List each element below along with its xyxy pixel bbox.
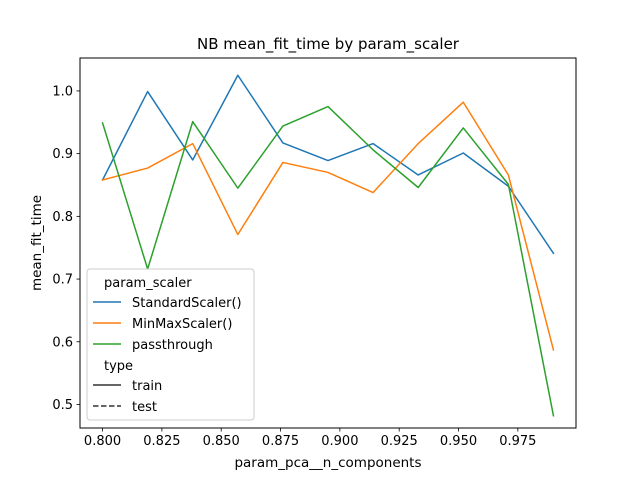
y-axis-label: mean_fit_time (29, 195, 45, 291)
x-tick-label: 0.825 (143, 434, 180, 449)
legend-hue-title: param_scaler (104, 276, 192, 291)
y-tick-label: 0.5 (52, 398, 73, 413)
legend: param_scaler StandardScaler() MinMaxScal… (86, 268, 255, 421)
x-tick-label: 0.950 (440, 434, 477, 449)
legend-entry-minmaxscaler: MinMaxScaler() (132, 317, 232, 332)
series-line-minmaxscaler (101, 101, 555, 351)
legend-frame (86, 268, 255, 421)
y-tick-label: 1.0 (52, 84, 73, 99)
x-axis-label: param_pca__n_components (234, 455, 421, 471)
y-tick-label: 0.6 (52, 335, 73, 350)
x-tick-label: 0.975 (499, 434, 536, 449)
x-tick-label: 0.875 (262, 434, 299, 449)
x-tick-label: 0.925 (381, 434, 418, 449)
x-tick-label: 0.900 (321, 434, 358, 449)
y-axis-ticks: 0.5 0.6 0.7 0.8 0.9 1.0 (52, 84, 80, 413)
x-tick-label: 0.850 (203, 434, 240, 449)
x-axis-ticks: 0.800 0.825 0.850 0.875 0.900 0.925 0.950 0.975 (84, 428, 536, 449)
plot-lines (101, 74, 555, 417)
y-tick-label: 0.8 (52, 210, 73, 225)
y-tick-label: 0.9 (52, 147, 73, 162)
legend-style-title: type (104, 359, 133, 374)
y-tick-label: 0.7 (52, 273, 73, 288)
series-line-passthrough (101, 105, 555, 417)
legend-entry-train: train (132, 379, 162, 394)
plot-frame (79, 57, 577, 429)
legend-entry-standardscaler: StandardScaler() (132, 296, 242, 311)
series-line-standardscaler (101, 74, 555, 255)
chart-title: NB mean_fit_time by param_scaler (197, 35, 460, 54)
legend-entry-test: test (132, 400, 157, 415)
legend-entry-passthrough: passthrough (132, 338, 213, 353)
x-tick-label: 0.800 (84, 434, 121, 449)
